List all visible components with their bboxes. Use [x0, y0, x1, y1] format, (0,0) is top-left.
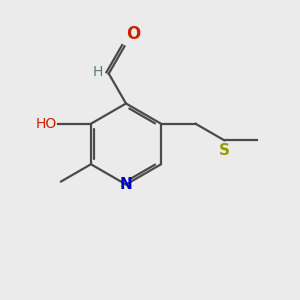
Text: H: H: [93, 65, 103, 79]
Text: HO: HO: [35, 117, 56, 131]
Text: N: N: [120, 177, 132, 192]
Text: O: O: [126, 25, 140, 43]
Text: S: S: [219, 143, 230, 158]
